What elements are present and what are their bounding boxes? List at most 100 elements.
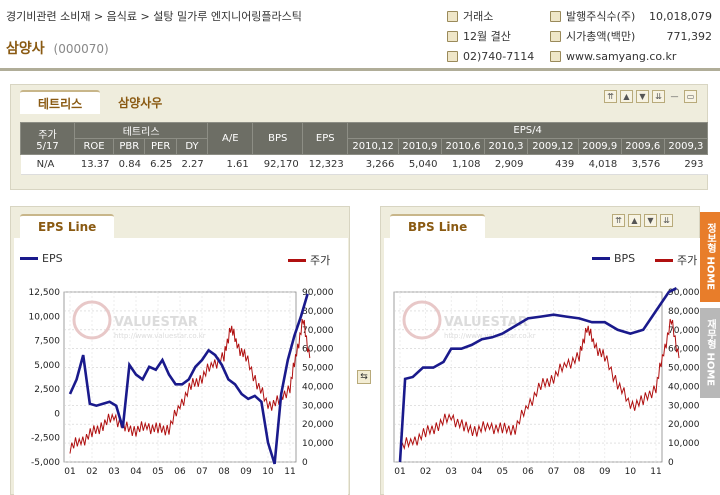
- tab-bps-line[interactable]: BPS Line: [390, 214, 486, 238]
- breadcrumb[interactable]: 경기비관련 소비재 > 음식료 > 설탕 밀가루 엔지니어링플라스틱: [6, 10, 302, 23]
- market-type: 거래소: [463, 10, 494, 23]
- move-bottom-icon[interactable]: ⇊: [652, 90, 665, 103]
- cell-dy: 2.27: [176, 154, 208, 175]
- y-tick-right: 0: [302, 458, 308, 468]
- cell-price: N/A: [20, 154, 75, 175]
- period-header: 2010,9: [397, 138, 442, 155]
- y-tick-right: 30,000: [668, 401, 700, 411]
- shares-icon: [550, 10, 561, 22]
- x-tick: 03: [108, 467, 119, 477]
- x-tick: 07: [196, 467, 207, 477]
- chart-controls: ⇈ ▲ ▼ ⇊: [612, 214, 673, 227]
- swap-icon[interactable]: ⇆: [357, 370, 371, 384]
- y-tick-left: 5,000: [34, 361, 60, 371]
- cell-ae: 1.61: [207, 154, 253, 175]
- minimize-icon[interactable]: —: [670, 92, 679, 101]
- period-header: 2010,3: [483, 138, 529, 155]
- legend-price: 주가: [288, 252, 330, 268]
- legend-eps: EPS: [20, 252, 63, 265]
- info-home-button[interactable]: 정보형 HOME: [700, 212, 720, 302]
- period-header: 2009,3: [663, 138, 709, 155]
- y-tick-right: 30,000: [302, 401, 334, 411]
- website-link[interactable]: www.samyang.co.kr: [566, 49, 677, 63]
- cell-eps4: 2,909: [484, 154, 528, 175]
- header-divider: [0, 68, 720, 71]
- y-tick-right: 80,000: [668, 307, 700, 317]
- y-tick-left: 12,500: [29, 288, 61, 298]
- market-icon: [447, 10, 458, 22]
- move-down-icon[interactable]: ▼: [636, 90, 649, 103]
- cell-eps4: 439: [527, 154, 579, 175]
- y-tick-right: 60,000: [302, 345, 334, 355]
- legend-bps: BPS: [592, 252, 635, 265]
- bps-tabs: BPS Line: [390, 214, 486, 238]
- cell-eps: 12,323: [302, 154, 348, 175]
- move-top-icon[interactable]: ⇈: [612, 214, 625, 227]
- legend-price-2: 주가: [655, 252, 697, 268]
- cell-pbr: 0.84: [113, 154, 145, 175]
- home-icon: [550, 50, 561, 62]
- x-tick: 06: [174, 467, 186, 477]
- tab-eps-line[interactable]: EPS Line: [20, 214, 115, 238]
- shares-value: 10,018,079: [649, 9, 712, 23]
- x-tick: 05: [497, 467, 508, 477]
- company-code: (000070): [53, 42, 109, 56]
- finance-home-button[interactable]: 재무형 HOME: [700, 308, 720, 398]
- period-header: 2009,6: [620, 138, 665, 155]
- period-header: 2010,6: [440, 138, 486, 155]
- x-tick: 11: [650, 467, 661, 477]
- move-down-icon[interactable]: ▼: [644, 214, 657, 227]
- financial-table: 주가 5/17 테트리스 A/E BPS EPS EPS/4 ROE PBR PE…: [20, 122, 709, 175]
- cell-bps: 92,170: [252, 154, 303, 175]
- window-icon[interactable]: ▭: [684, 90, 697, 103]
- x-tick: 10: [625, 467, 637, 477]
- move-up-icon[interactable]: ▲: [620, 90, 633, 103]
- phone-icon: [447, 50, 458, 62]
- y-tick-left: 2,500: [34, 385, 60, 395]
- y-tick-right: 60,000: [668, 345, 700, 355]
- cell-eps4: 3,576: [621, 154, 665, 175]
- market-cap-value: 771,392: [666, 29, 713, 43]
- y-tick-right: 50,000: [302, 364, 334, 374]
- cell-roe: 13.37: [74, 154, 114, 175]
- x-tick: 11: [284, 467, 295, 477]
- x-tick: 01: [394, 467, 405, 477]
- y-tick-right: 10,000: [302, 439, 334, 449]
- x-tick: 06: [522, 467, 534, 477]
- tab-tetris[interactable]: 테트리스: [20, 90, 101, 114]
- company-name: 삼양사: [6, 41, 45, 57]
- market-cap-icon: [550, 30, 561, 42]
- header-bps: BPS: [252, 122, 304, 155]
- y-tick-right: 70,000: [302, 326, 334, 336]
- y-tick-left: -5,000: [31, 458, 60, 468]
- x-tick: 04: [471, 467, 483, 477]
- cell-per: 6.25: [144, 154, 177, 175]
- calendar-icon: [447, 30, 458, 42]
- y-tick-left: -2,500: [31, 434, 60, 444]
- period-header: 2009,9: [577, 138, 622, 155]
- x-tick: 01: [64, 467, 75, 477]
- move-bottom-icon[interactable]: ⇊: [660, 214, 673, 227]
- header-ae: A/E: [207, 122, 254, 155]
- y-tick-right: 70,000: [668, 326, 700, 336]
- company-title: 삼양사 (000070): [6, 38, 109, 58]
- period-header: 2010,12: [347, 138, 399, 155]
- move-top-icon[interactable]: ⇈: [604, 90, 617, 103]
- eps-tabs: EPS Line: [20, 214, 115, 238]
- watermark-logo-icon: [72, 300, 112, 340]
- cell-eps4: 1,108: [441, 154, 485, 175]
- header-dy: DY: [175, 138, 209, 155]
- move-up-icon[interactable]: ▲: [628, 214, 641, 227]
- cell-eps4: 4,018: [578, 154, 622, 175]
- x-tick: 09: [240, 467, 252, 477]
- y-tick-right: 0: [668, 458, 674, 468]
- y-tick-right: 40,000: [302, 382, 334, 392]
- y-tick-right: 50,000: [668, 364, 700, 374]
- tab-samyang[interactable]: 삼양사우: [100, 90, 181, 114]
- cell-eps4: 3,266: [347, 154, 399, 175]
- x-tick: 08: [573, 467, 585, 477]
- y-tick-right: 90,000: [302, 288, 334, 298]
- x-tick: 09: [599, 467, 611, 477]
- eps-series-line: [68, 293, 309, 465]
- watermark-url: http://www.valuestar.co.kr: [114, 332, 206, 340]
